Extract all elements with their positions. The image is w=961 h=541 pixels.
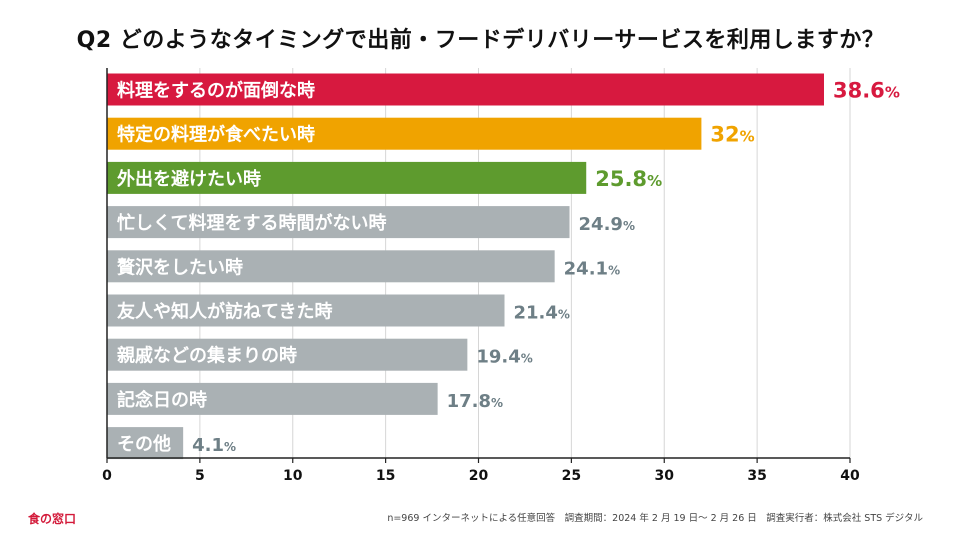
category-label-7: 記念日の時 — [117, 389, 207, 411]
x-tick-label-10: 10 — [283, 468, 303, 484]
category-label-5: 友人や知人が訪ねてきた時 — [117, 301, 332, 323]
x-tick-label-0: 0 — [102, 468, 112, 484]
bar-4 — [107, 250, 555, 283]
x-tick-label-15: 15 — [376, 468, 395, 484]
x-tick-label-35: 35 — [747, 468, 766, 484]
value-label-8: 4.1% — [192, 435, 236, 456]
category-label-6: 親戚などの集まりの時 — [117, 345, 297, 367]
category-label-2: 外出を避けたい時 — [117, 168, 261, 190]
bar-2 — [107, 161, 587, 194]
value-label-2: 25.8% — [595, 167, 662, 191]
value-label-1: 32% — [710, 123, 754, 147]
x-tick-label-25: 25 — [562, 468, 581, 484]
value-label-3: 24.9% — [579, 214, 635, 235]
category-label-4: 贅沢をしたい時 — [117, 256, 243, 278]
category-label-0: 料理をするのが面倒な時 — [117, 80, 315, 102]
bar-7 — [107, 382, 438, 415]
bar-1 — [107, 117, 702, 150]
survey-footnote: n=969 インターネットによる任意回答 調査期間：2024 年 2 月 19 … — [387, 513, 923, 524]
bar-6 — [107, 338, 468, 371]
bar-5 — [107, 294, 505, 327]
bar-0 — [107, 73, 824, 106]
value-label-4: 24.1% — [564, 258, 620, 279]
value-label-5: 21.4% — [514, 303, 570, 324]
chart-title: Q2 どのようなタイミングで出前・フードデリバリーサービスを利用しますか？ — [76, 28, 885, 53]
value-label-7: 17.8% — [447, 391, 503, 412]
x-tick-label-30: 30 — [655, 468, 675, 484]
brand-logo-text: 食の窓口 — [28, 512, 77, 526]
category-label-1: 特定の料理が食べたい時 — [117, 124, 315, 146]
x-tick-label-40: 40 — [840, 468, 860, 484]
bar-3 — [107, 206, 570, 239]
value-label-6: 19.4% — [476, 347, 532, 368]
value-label-0: 38.6% — [833, 79, 900, 103]
category-label-3: 忙しくて料理をする時間がない時 — [117, 212, 386, 234]
category-label-8: その他 — [117, 433, 171, 455]
x-tick-label-5: 5 — [195, 468, 205, 484]
bar-8 — [107, 427, 184, 460]
x-tick-label-20: 20 — [469, 468, 489, 484]
